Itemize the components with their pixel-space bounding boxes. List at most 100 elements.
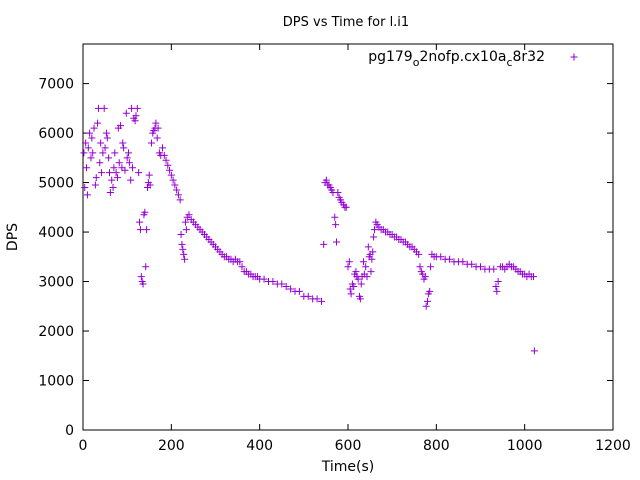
data-point	[113, 174, 121, 182]
data-point	[477, 263, 484, 271]
data-point	[492, 282, 500, 290]
data-point	[236, 258, 244, 266]
data-point	[125, 159, 133, 167]
data-point	[446, 255, 454, 263]
y-axis-label: DPS	[5, 223, 21, 251]
y-tick-label: 3000	[38, 275, 74, 291]
plot-area-frame	[82, 43, 614, 431]
data-point	[103, 134, 111, 142]
data-point	[362, 263, 370, 271]
data-point	[278, 280, 286, 288]
data-point	[167, 171, 175, 179]
data-point	[468, 260, 476, 268]
data-point	[354, 275, 362, 283]
data-point	[345, 258, 353, 266]
data-point	[121, 166, 129, 174]
data-point	[152, 119, 160, 127]
data-point	[368, 255, 376, 263]
data-point	[87, 154, 95, 162]
data-point	[352, 268, 360, 276]
data-point	[331, 213, 339, 221]
data-point	[173, 186, 181, 194]
data-point	[350, 282, 358, 290]
data-point	[182, 226, 190, 234]
data-point	[174, 191, 182, 199]
data-point	[185, 211, 193, 219]
y-tick-label: 4000	[38, 225, 74, 241]
legend-label: pg179o2nofp.cx10ac8r32	[368, 49, 545, 69]
data-point	[494, 278, 502, 286]
data-point	[333, 238, 341, 246]
data-point	[105, 154, 113, 162]
data-point	[139, 280, 147, 288]
data-point	[119, 139, 127, 147]
x-tick-label: 1200	[595, 438, 631, 454]
data-point	[180, 250, 188, 258]
data-point	[415, 250, 423, 258]
data-point	[112, 169, 120, 177]
data-point	[178, 240, 186, 248]
chart-title: DPS vs Time for l.i1	[283, 15, 409, 30]
data-point	[318, 297, 325, 305]
data-point	[137, 273, 145, 281]
data-point	[422, 302, 430, 310]
data-point	[82, 139, 90, 147]
data-point	[84, 144, 92, 152]
data-point	[181, 255, 189, 263]
data-point	[295, 287, 303, 295]
x-tick-label: 200	[158, 438, 185, 454]
data-point	[147, 139, 155, 147]
data-point	[269, 278, 277, 286]
y-tick-label: 7000	[38, 77, 74, 93]
data-point	[89, 149, 97, 157]
y-tick-label: 1000	[38, 374, 74, 390]
data-point	[106, 169, 113, 177]
legend-marker-symbol	[570, 53, 578, 61]
y-tick-label: 2000	[38, 324, 74, 340]
data-point	[344, 263, 352, 271]
data-point	[110, 164, 118, 172]
data-point	[179, 245, 187, 253]
data-point	[427, 263, 435, 271]
data-point	[363, 273, 371, 281]
data-point	[122, 109, 130, 117]
x-axis: 0 200 400 600 800 1000 1200	[79, 44, 631, 454]
data-point	[80, 149, 88, 157]
data-point	[459, 258, 467, 266]
data-point	[176, 196, 184, 204]
data-point	[123, 154, 131, 162]
data-point	[99, 149, 107, 157]
x-tick-label: 600	[335, 438, 362, 454]
data-point	[359, 258, 367, 266]
data-point	[106, 188, 114, 196]
data-point	[369, 248, 377, 256]
data-point	[109, 184, 117, 192]
data-point	[370, 233, 378, 241]
data-point	[96, 159, 104, 167]
data-point	[142, 263, 150, 271]
x-axis-label: Time(s)	[321, 459, 374, 475]
data-point	[282, 282, 290, 290]
data-point	[100, 104, 108, 112]
data-point	[530, 273, 537, 281]
data-point	[133, 104, 141, 112]
x-tick-label: 0	[79, 438, 88, 454]
data-point	[421, 273, 429, 281]
data-point	[177, 231, 185, 239]
data-point	[287, 285, 295, 293]
data-point	[117, 122, 125, 130]
x-tick-label: 800	[423, 438, 450, 454]
y-tick-label: 6000	[38, 126, 74, 142]
data-point	[153, 134, 161, 142]
data-point	[342, 203, 350, 211]
data-point	[143, 226, 151, 234]
data-point	[160, 151, 168, 159]
data-point	[101, 144, 109, 152]
data-point	[136, 218, 144, 226]
x-tick-label: 1000	[507, 438, 543, 454]
data-point	[493, 287, 501, 295]
data-point	[98, 169, 106, 177]
y-tick-label: 5000	[38, 176, 74, 192]
data-point	[347, 290, 355, 298]
